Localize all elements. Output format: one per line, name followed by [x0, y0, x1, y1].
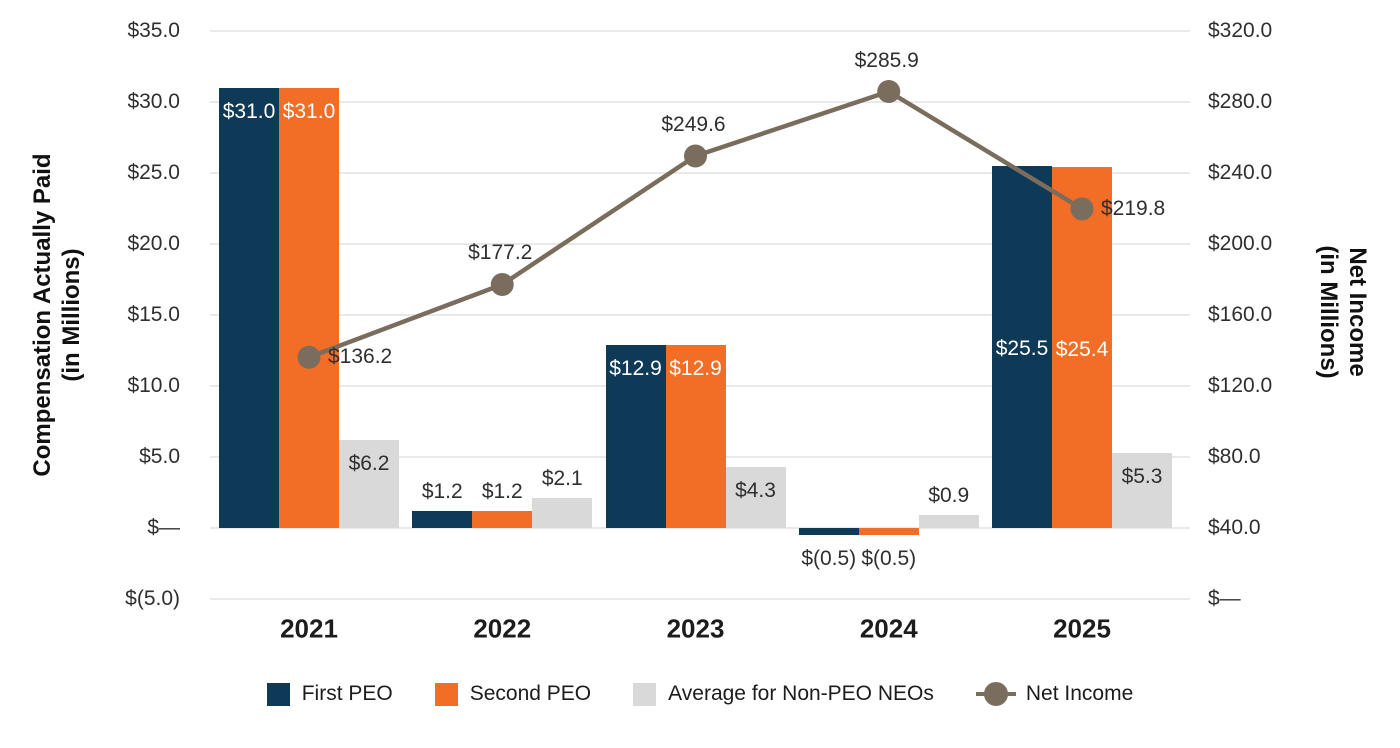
right-axis-title-line1: Net Income [1343, 247, 1371, 377]
bar-value-label-average-for-non-peo-neos-2025: $5.3 [1121, 464, 1163, 488]
x-axis-label-2023: 2023 [666, 613, 725, 644]
left-axis-tick-label: $(5.0) [125, 587, 180, 610]
bar-second-peo-2024[interactable] [858, 528, 919, 536]
left-axis-tick-label: $15.0 [127, 303, 180, 326]
x-axis-label-2021: 2021 [280, 613, 338, 644]
x-axis-label-2022: 2022 [473, 613, 532, 644]
legend-item-label: Second PEO [469, 682, 592, 705]
bar-value-label-second-peo-2023: $12.9 [669, 356, 722, 380]
right-axis-title-line2: (in Millions) [1315, 245, 1342, 379]
legend: First PEO Second PEO Average for Non-PEO N… [0, 671, 1400, 717]
legend-item-label: Net Income [1025, 682, 1134, 705]
left-axis-tick-label: $— [147, 516, 180, 539]
legend-item-second-peo[interactable]: Second PEO [434, 682, 592, 706]
bar-value-label-average-for-non-peo-neos-2022: $2.1 [541, 467, 583, 491]
bar-average-for-non-peo-neos-2025[interactable] [1112, 452, 1172, 528]
bar-value-label-first-peo-2021: $31.0 [222, 99, 276, 123]
bar-value-label-first-peo-2023: $12.9 [609, 356, 662, 380]
bar-value-label-second-peo-2024: $(0.5) [861, 547, 917, 571]
right-axis-tick-label: $40.0 [1208, 516, 1261, 539]
net-income-label-2021: $136.2 [328, 345, 393, 369]
gridline [210, 527, 1190, 529]
right-axis-tick-label: $280.0 [1208, 90, 1273, 113]
legend-dot-marker [983, 682, 1008, 706]
bar-first-peo-2023[interactable] [605, 344, 666, 528]
x-axis-label-2024: 2024 [859, 613, 918, 644]
right-axis-tick-label: $200.0 [1208, 232, 1273, 255]
legend-item-label: Average for Non-PEO NEOs [668, 682, 934, 705]
net-income-label-2023: $249.6 [661, 112, 726, 136]
left-axis-tick-label: $10.0 [127, 374, 180, 397]
bar-average-for-non-peo-neos-2024[interactable] [918, 515, 979, 528]
right-axis-tick-label: $120.0 [1208, 374, 1273, 397]
bar-average-for-non-peo-neos-2022[interactable] [532, 498, 593, 528]
bar-second-peo-2021[interactable] [279, 87, 339, 528]
left-axis-tick-label: $5.0 [139, 445, 180, 468]
bar-first-peo-2022[interactable] [412, 510, 473, 528]
bar-value-label-average-for-non-peo-neos-2021: $6.2 [348, 451, 390, 475]
bar-average-for-non-peo-neos-2023[interactable] [725, 466, 786, 528]
bar-first-peo-2021[interactable] [219, 87, 279, 528]
legend-line-dot-icon [975, 682, 1016, 706]
right-axis-tick-label: $160.0 [1208, 303, 1273, 326]
bar-second-peo-2022[interactable] [472, 510, 533, 528]
right-axis-title: Net Income (in Millions) [1313, 245, 1371, 378]
bar-average-for-non-peo-neos-2021[interactable] [339, 439, 399, 528]
bar-value-label-first-peo-2025: $25.5 [995, 336, 1049, 360]
net-income-label-2025: $219.8 [1101, 196, 1166, 220]
x-axis-label-2025: 2025 [1053, 613, 1111, 644]
left-axis-tick-label: $25.0 [127, 161, 180, 184]
legend-swatch-average-for-non-peo-neos [633, 682, 657, 706]
bar-value-label-second-peo-2022: $1.2 [481, 479, 523, 503]
net-income-label-2022: $177.2 [468, 241, 533, 265]
legend-swatch-second-peo [434, 682, 458, 706]
legend-item-average-for-non-peo-neos[interactable]: Average for Non-PEO NEOs [633, 682, 934, 706]
right-axis-tick-label: $320.0 [1208, 19, 1273, 42]
left-axis-tick-label: $30.0 [127, 90, 180, 113]
left-axis-tick-label: $35.0 [127, 19, 180, 42]
bar-value-label-first-peo-2024: $(0.5) [801, 547, 857, 571]
bar-value-label-average-for-non-peo-neos-2023: $4.3 [735, 478, 776, 502]
bar-value-label-second-peo-2021: $31.0 [282, 99, 336, 123]
left-axis-tick-label: $20.0 [127, 232, 180, 255]
bar-second-peo-2023[interactable] [665, 344, 726, 528]
net-income-label-2024: $285.9 [854, 48, 919, 72]
bar-value-label-first-peo-2022: $1.2 [421, 479, 463, 503]
gridline [210, 30, 1190, 32]
legend-swatch-first-peo [266, 682, 290, 706]
net-income-marker-2024[interactable] [877, 80, 901, 104]
net-income-marker-2022[interactable] [490, 272, 514, 296]
bar-first-peo-2024[interactable] [798, 528, 859, 536]
bar-value-label-second-peo-2025: $25.4 [1055, 337, 1109, 361]
legend-item-first-peo[interactable]: First PEO [266, 682, 393, 706]
right-axis-tick-label: $240.0 [1208, 161, 1273, 184]
right-axis-tick-label: $— [1208, 587, 1241, 610]
legend-item-net-income[interactable]: Net Income [975, 682, 1134, 706]
gridline [210, 101, 1190, 103]
right-axis-tick-label: $80.0 [1208, 445, 1261, 468]
net-income-marker-2023[interactable] [684, 144, 707, 168]
legend-item-label: First PEO [301, 682, 393, 705]
bar-value-label-average-for-non-peo-neos-2024: $0.9 [928, 484, 970, 508]
gridline [210, 598, 1190, 600]
